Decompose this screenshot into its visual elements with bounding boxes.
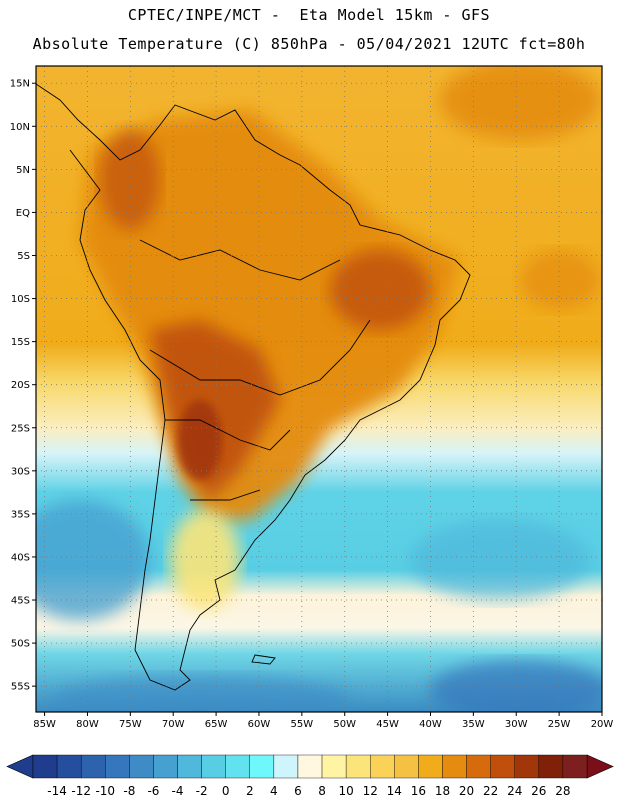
lon-tick-label: 50W bbox=[333, 719, 356, 730]
colorbar-swatch bbox=[105, 754, 130, 779]
colorbar-swatch bbox=[418, 754, 443, 779]
colorbar-label: -10 bbox=[95, 784, 115, 798]
colorbar-label: 26 bbox=[531, 784, 546, 798]
lat-tick-label: 15N bbox=[10, 79, 30, 90]
colorbar-swatch bbox=[249, 754, 275, 779]
lat-tick-label: 5S bbox=[17, 251, 30, 262]
colorbar-swatch bbox=[129, 754, 154, 779]
lon-tick-label: 45W bbox=[376, 719, 399, 730]
lon-tick-label: 85W bbox=[33, 719, 56, 730]
colorbar-label: -2 bbox=[196, 784, 208, 798]
lon-tick-label: 55W bbox=[291, 719, 314, 730]
lat-tick-label: 10S bbox=[11, 294, 30, 305]
coastlines bbox=[36, 83, 471, 691]
colorbar-under-arrow bbox=[6, 754, 34, 779]
colorbar-label: 8 bbox=[318, 784, 326, 798]
colorbar-swatch bbox=[562, 754, 588, 779]
lon-tick-label: 65W bbox=[205, 719, 228, 730]
colorbar-swatch bbox=[321, 754, 347, 779]
colorbar-swatch bbox=[80, 754, 106, 779]
lat-tick-label: 50S bbox=[11, 639, 30, 650]
lat-tick-label: 30S bbox=[11, 466, 30, 477]
colorbar-label: 18 bbox=[435, 784, 450, 798]
colorbar-swatch bbox=[514, 754, 540, 779]
colorbar-label: -6 bbox=[147, 784, 159, 798]
colorbar-label: -4 bbox=[172, 784, 184, 798]
colorbar-label: 6 bbox=[294, 784, 302, 798]
lon-tick-label: 40W bbox=[419, 719, 442, 730]
colorbar-label: 4 bbox=[270, 784, 278, 798]
lon-tick-label: 30W bbox=[505, 719, 528, 730]
map-title: CPTEC/INPE/MCT - Eta Model 15km - GFS bbox=[127, 6, 491, 24]
colorbar-label: 0 bbox=[222, 784, 230, 798]
temperature-field bbox=[36, 66, 602, 712]
colorbar-swatch bbox=[345, 754, 371, 779]
colorbar-swatch bbox=[201, 754, 226, 779]
lat-tick-label: 45S bbox=[11, 596, 30, 607]
lat-tick-label: 40S bbox=[11, 552, 30, 563]
colorbar-label: 14 bbox=[387, 784, 402, 798]
colorbar-swatch bbox=[538, 754, 564, 779]
lat-tick-label: 15S bbox=[11, 337, 30, 348]
axis-ticks: 15N 10N 5N EQ 5S 10S 15S 20S 25S 30S 35S 40S 45S 50S 5… bbox=[10, 79, 614, 730]
colorbar-swatch bbox=[153, 754, 178, 779]
colorbar-swatch bbox=[273, 754, 299, 779]
colorbar-over-arrow bbox=[586, 754, 614, 779]
colorbar-label: 12 bbox=[363, 784, 378, 798]
lon-tick-label: 80W bbox=[76, 719, 99, 730]
colorbar-swatch bbox=[225, 754, 250, 779]
colorbar-swatch bbox=[56, 754, 82, 779]
colorbar-swatch bbox=[490, 754, 515, 779]
colorbar-label: -8 bbox=[123, 784, 135, 798]
lat-tick-label: 5N bbox=[16, 165, 30, 176]
lon-tick-label: 20W bbox=[591, 719, 614, 730]
colorbar-swatch bbox=[466, 754, 491, 779]
lon-tick-label: 60W bbox=[248, 719, 271, 730]
colorbar-label: 24 bbox=[507, 784, 522, 798]
lon-tick-label: 35W bbox=[462, 719, 485, 730]
lat-tick-label: 55S bbox=[11, 682, 30, 693]
lon-tick-label: 25W bbox=[548, 719, 571, 730]
lat-tick-label: 25S bbox=[11, 423, 30, 434]
colorbar-label: 20 bbox=[459, 784, 474, 798]
lat-tick-label: 10N bbox=[10, 122, 30, 133]
lon-tick-label: 75W bbox=[119, 719, 142, 730]
colorbar-label: 28 bbox=[555, 784, 570, 798]
colorbar-swatch bbox=[370, 754, 395, 779]
lat-tick-label: EQ bbox=[16, 208, 30, 219]
lat-tick-label: 20S bbox=[11, 380, 30, 391]
colorbar-swatch bbox=[177, 754, 202, 779]
colorbar-swatch bbox=[297, 754, 323, 779]
colorbar-label: 22 bbox=[483, 784, 498, 798]
colorbar-label: 2 bbox=[246, 784, 254, 798]
colorbar-label: -12 bbox=[71, 784, 91, 798]
colorbar-swatch bbox=[442, 754, 467, 779]
colorbar-swatch bbox=[32, 754, 58, 779]
map-frame bbox=[35, 65, 603, 713]
lat-tick-label: 35S bbox=[11, 509, 30, 520]
lon-tick-label: 70W bbox=[162, 719, 185, 730]
colorbar-label: 10 bbox=[338, 784, 353, 798]
colorbar-swatch bbox=[394, 754, 419, 779]
map-subtitle: Absolute Temperature (C) 850hPa - 05/04/… bbox=[32, 35, 586, 53]
colorbar-label: -14 bbox=[47, 784, 67, 798]
colorbar: -14 -12 -10 -8 -6 -4 -2 0 2 4 6 8 10 12 14 16 18 20 22 24 26… bbox=[6, 754, 614, 798]
colorbar-label: 16 bbox=[411, 784, 426, 798]
